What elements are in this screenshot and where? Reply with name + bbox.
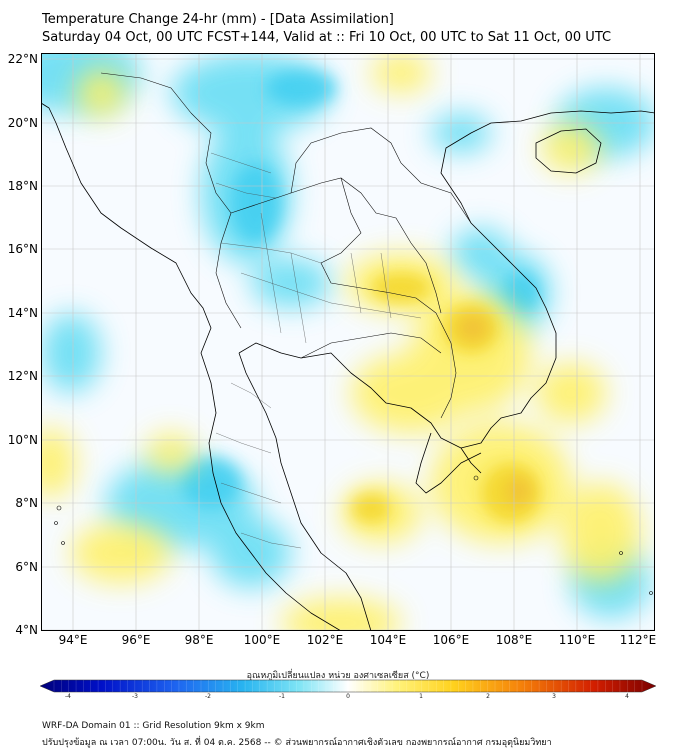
lat-label: 16°N [7, 242, 38, 256]
lon-label: 102°E [306, 633, 344, 647]
lat-label: 12°N [7, 369, 38, 383]
warming-cores [351, 273, 541, 523]
colorbar-tick: -4 [65, 693, 71, 700]
lon-label: 106°E [432, 633, 470, 647]
lon-label: 96°E [121, 633, 151, 647]
map-title: Temperature Change 24-hr (mm) - [Data As… [42, 12, 394, 27]
colorbar-segments [53, 680, 643, 692]
colorbar-tick: -3 [132, 693, 138, 700]
colorbar-tick: -1 [279, 693, 285, 700]
lon-label: 108°E [495, 633, 533, 647]
map-frame [41, 53, 655, 631]
graticule [41, 53, 655, 631]
country-borders [100, 72, 472, 419]
colorbar-tick: 3 [552, 693, 556, 700]
colorbar [40, 679, 656, 693]
lat-label: 4°N [15, 623, 38, 637]
colorbar-gradient [40, 679, 656, 693]
lon-label: 98°E [184, 633, 214, 647]
lat-label: 14°N [7, 306, 38, 320]
colorbar-tick: -2 [205, 693, 211, 700]
colorbar-tick: 0 [346, 693, 350, 700]
lat-label: 22°N [7, 52, 38, 66]
province-borders [210, 152, 422, 549]
colorbar-title: อุณหภูมิเปลี่ยนแปลง หน่วย องศาเซลเซียส (… [246, 671, 430, 681]
temperature-change-map [41, 53, 655, 631]
lat-label: 20°N [7, 116, 38, 130]
lon-label: 94°E [58, 633, 88, 647]
colorbar-tick: 4 [625, 693, 629, 700]
lat-label: 8°N [15, 496, 38, 510]
lon-label: 110°E [558, 633, 596, 647]
map-subtitle: Saturday 04 Oct, 00 UTC FCST+144, Valid … [42, 30, 612, 45]
coastlines [41, 102, 655, 631]
colorbar-tick: 1 [419, 693, 423, 700]
footer-model-info: WRF-DA Domain 01 :: Grid Resolution 9km … [42, 721, 265, 731]
lat-label: 18°N [7, 179, 38, 193]
warming-peak [458, 315, 531, 505]
lat-label: 6°N [15, 560, 38, 574]
cooling-cores [181, 70, 539, 508]
lon-label: 104°E [369, 633, 407, 647]
islands [54, 475, 653, 595]
colorbar-tick: 2 [486, 693, 490, 700]
lon-label: 112°E [619, 633, 657, 647]
lat-label: 10°N [7, 433, 38, 447]
footer-credit: ปรับปรุงข้อมูล ณ เวลา 07:00น. วัน ส. ที่… [42, 738, 552, 748]
lon-label: 100°E [243, 633, 281, 647]
